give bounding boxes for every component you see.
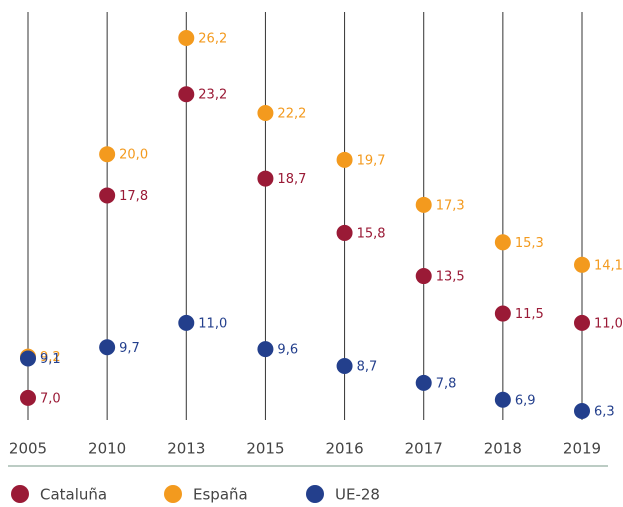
dot (415, 374, 432, 391)
value-label: 13,5 (436, 270, 465, 285)
dot (99, 146, 116, 163)
x-tick-label: 2019 (563, 440, 601, 458)
value-label: 17,3 (436, 198, 465, 213)
x-tick-label: 2016 (325, 440, 363, 458)
value-label: 11,0 (198, 316, 227, 331)
dot (415, 196, 432, 213)
dot (336, 224, 353, 241)
dot (574, 256, 590, 273)
value-label: 9,1 (40, 352, 61, 367)
dot (178, 30, 195, 46)
legend-marker (306, 485, 324, 503)
value-label: 17,8 (119, 189, 148, 204)
dot (494, 391, 511, 408)
legend-label: Cataluña (40, 486, 107, 504)
value-label: 15,8 (357, 226, 386, 241)
value-label: 11,5 (515, 307, 544, 322)
dot (494, 234, 511, 251)
dot (257, 170, 274, 187)
value-label: 15,3 (515, 236, 544, 251)
value-label: 22,2 (277, 106, 306, 121)
dot (574, 403, 590, 419)
value-label: 14,1 (594, 258, 623, 273)
value-label: 18,7 (277, 172, 306, 187)
dot (574, 314, 590, 331)
legend-label: España (193, 486, 248, 504)
value-label: 7,8 (436, 376, 457, 391)
x-tick-label: 2017 (405, 440, 443, 458)
dot (336, 151, 353, 168)
value-label: 23,2 (198, 88, 227, 103)
legend-label: UE-28 (335, 486, 380, 504)
dot (99, 187, 116, 204)
value-label: 8,7 (357, 360, 378, 375)
value-label: 9,6 (277, 343, 298, 358)
value-label: 11,0 (594, 316, 623, 331)
value-label: 26,2 (198, 32, 227, 47)
dot (257, 104, 274, 121)
dot (20, 389, 36, 406)
value-label: 19,7 (357, 153, 386, 168)
value-label: 20,0 (119, 148, 148, 163)
dot (178, 314, 195, 331)
value-label: 6,3 (594, 405, 615, 420)
dot (257, 341, 274, 358)
value-label: 9,7 (119, 341, 140, 356)
legend-marker (11, 485, 29, 503)
dot (178, 86, 195, 103)
value-label: 6,9 (515, 393, 536, 408)
legend-marker (164, 485, 182, 503)
x-tick-label: 2010 (88, 440, 126, 458)
dot (494, 305, 511, 322)
x-tick-label: 2005 (9, 440, 47, 458)
value-label: 7,0 (40, 391, 61, 406)
value-label: 9,2 (40, 350, 61, 365)
x-tick-label: 2013 (167, 440, 205, 458)
x-tick-label: 2015 (246, 440, 284, 458)
dot (99, 339, 116, 356)
dot (415, 268, 432, 285)
x-tick-label: 2018 (484, 440, 522, 458)
dot (336, 358, 353, 375)
dot (20, 350, 36, 367)
